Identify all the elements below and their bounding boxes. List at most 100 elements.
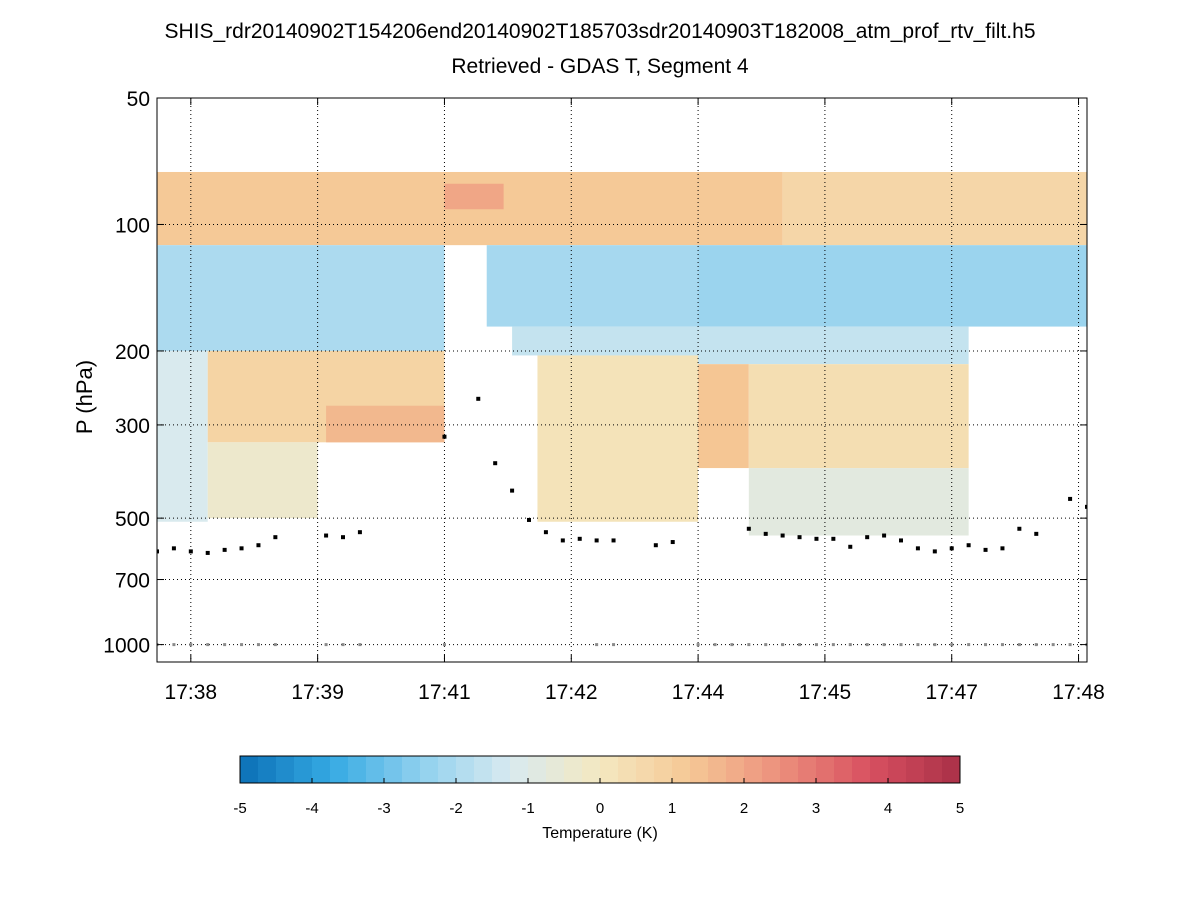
x-tick-label: 17:45 (799, 681, 852, 704)
colorbar-swatch (258, 756, 277, 783)
cloud-top-point (865, 535, 870, 540)
y-tick-label: 50 (127, 88, 150, 111)
colorbar-swatch (366, 756, 385, 783)
colorbar-tick-label: 4 (884, 800, 892, 817)
plot-frame (156, 97, 1088, 663)
colorbar-tick-label: 0 (596, 800, 604, 817)
cloud-top-point (1000, 546, 1005, 551)
heatmap-cell (326, 405, 445, 443)
colorbar-swatch (276, 756, 295, 783)
colorbar-swatch (762, 756, 781, 783)
axis-layer: 17:38 17:39 17:41 17:42 17:44 17:45 17:47 17:48… (103, 88, 1105, 704)
colorbar-swatch (330, 756, 349, 783)
surface-point (595, 643, 599, 647)
cloud-top-point (1136, 525, 1140, 529)
colorbar-swatch (420, 756, 439, 783)
colorbar-swatch (312, 756, 331, 783)
colorbar-swatch (870, 756, 889, 783)
colorbar-tick-label: -2 (449, 800, 462, 817)
colorbar-swatch (852, 756, 871, 783)
colorbar-swatch (924, 756, 943, 783)
cloud-top-point (239, 546, 244, 551)
colorbar-label: Temperature (K) (542, 825, 658, 842)
x-tick-label: 17:39 (291, 681, 344, 704)
colorbar-tick-label: 1 (668, 800, 676, 817)
surface-point (916, 643, 920, 647)
heatmap-cell (444, 183, 504, 210)
y-tick-label: 200 (115, 341, 150, 364)
surface-point (831, 643, 835, 647)
cloud-top-point (357, 530, 362, 535)
colorbar-swatch (726, 756, 745, 783)
surface-point (442, 643, 446, 647)
colorbar: -5 -4 -3 -2 -1 0 1 2 3 4 5 Temperature (K) (233, 755, 964, 842)
cloud-top-point (1068, 496, 1073, 501)
colorbar-swatch (582, 756, 601, 783)
colorbar-tick-label: -4 (305, 800, 318, 817)
x-tick-label: 17:38 (165, 681, 218, 704)
heatmap-cell (157, 245, 445, 351)
colorbar-swatch (384, 756, 403, 783)
surface-point (172, 643, 176, 647)
surface-point (341, 643, 345, 647)
surface-point (189, 643, 193, 647)
colorbar-tick-label: -1 (521, 800, 534, 817)
colorbar-swatch (564, 756, 583, 783)
colorbar-swatch (348, 756, 367, 783)
surface-point (933, 643, 937, 647)
cloud-top-point (831, 536, 836, 541)
colorbar-swatch (834, 756, 853, 783)
surface-point (798, 643, 802, 647)
heatmap-cell (748, 468, 969, 536)
cloud-top-point (746, 526, 751, 531)
surface-point (324, 643, 328, 647)
cloud-top-point (577, 536, 582, 541)
colorbar-tick-label: 5 (956, 800, 964, 817)
colorbar-swatch (528, 756, 547, 783)
surface-point (1068, 643, 1072, 647)
colorbar-tick-label: 2 (740, 800, 748, 817)
cloud-top-point (780, 533, 785, 538)
y-tick-label: 300 (115, 415, 150, 438)
colorbar-swatch (888, 756, 907, 783)
heatmap-cell (537, 355, 699, 522)
surface-point (206, 643, 210, 647)
cloud-top-point (1017, 526, 1022, 531)
cloud-top-point (1034, 531, 1039, 536)
colorbar-swatch (438, 756, 457, 783)
chart-subtitle: Retrieved - GDAS T, Segment 4 (451, 55, 749, 78)
x-tick-label: 17:47 (925, 681, 978, 704)
surface-point (950, 643, 954, 647)
cloud-top-point (814, 536, 819, 541)
cloud-top-point (670, 540, 675, 545)
colorbar-swatch (708, 756, 727, 783)
cloud-top-point (341, 535, 345, 540)
colorbar-tick-label: -5 (233, 800, 246, 817)
surface-point (696, 643, 700, 647)
heatmap-cell (207, 442, 318, 519)
heatmap-cell (748, 364, 969, 469)
colorbar-swatch (816, 756, 835, 783)
cloud-top-point (848, 544, 853, 549)
cloud-top-point (188, 549, 193, 554)
cloud-top-point (611, 538, 616, 543)
colorbar-swatch (402, 756, 421, 783)
colorbar-tick-label: 3 (812, 800, 820, 817)
cloud-top-point (899, 538, 903, 543)
cloud-top-point (1085, 504, 1087, 509)
surface-point (358, 643, 362, 647)
heatmap-cell (698, 364, 749, 469)
y-tick-label: 500 (115, 508, 150, 531)
heatmap-cell (157, 350, 208, 522)
cloud-top-point (594, 538, 599, 543)
chart-title: SHIS_rdr20140902T154206end20140902T18570… (164, 20, 1036, 43)
cloud-top-point (543, 530, 548, 535)
colorbar-swatch (600, 756, 619, 783)
colorbar-swatch (618, 756, 637, 783)
surface-point (1034, 643, 1038, 647)
colorbar-swatch (474, 756, 493, 783)
surface-point (1017, 643, 1021, 647)
surface-point (899, 643, 903, 647)
surface-point (747, 643, 751, 647)
